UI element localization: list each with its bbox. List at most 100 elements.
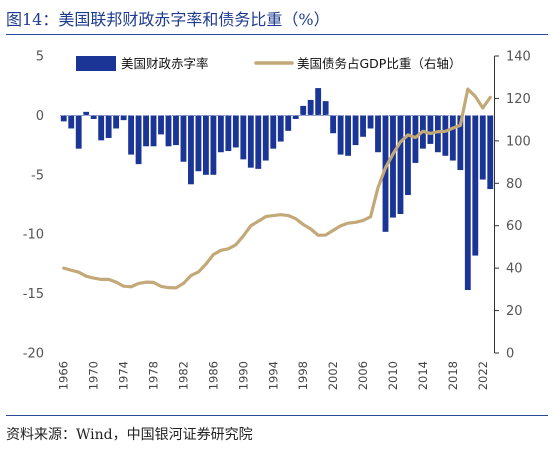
right-tick-label: 120	[506, 92, 531, 107]
chart-area: 5 0 -5 -10 -15 -20 140 120 100 80 60 40 20 0 1966 197…	[23, 50, 531, 391]
left-axis-ticks: 5 0 -5 -10 -15 -20	[23, 50, 44, 362]
bar-2007	[367, 115, 374, 129]
bar-1980	[165, 115, 172, 147]
bar-1991	[247, 115, 254, 168]
x-tick-label: 1966	[57, 361, 71, 390]
legend-bar-swatch	[76, 56, 116, 71]
bar-1966	[60, 115, 67, 122]
bar-2012	[405, 115, 411, 195]
x-tick-label: 2014	[416, 361, 430, 390]
left-tick-label: -20	[23, 347, 44, 362]
left-tick-label: 0	[36, 109, 44, 124]
left-tick-label: -5	[31, 168, 44, 183]
bar-1972	[105, 115, 112, 138]
bar-1986	[210, 115, 217, 175]
bar-1985	[203, 115, 209, 175]
right-tick-label: 0	[506, 347, 514, 362]
bar-2010	[390, 115, 396, 218]
bar-2017	[442, 115, 449, 156]
bar-2002	[330, 115, 337, 134]
bar-2000	[315, 88, 322, 116]
bar-2011	[397, 115, 404, 214]
deficit-bars	[60, 88, 494, 291]
x-tick-label: 1994	[266, 361, 280, 390]
bar-1982	[180, 115, 187, 162]
left-tick-label: 5	[36, 50, 44, 65]
bar-1989	[232, 115, 239, 148]
bar-1977	[143, 115, 149, 147]
x-tick-label: 2002	[326, 361, 340, 390]
legend: 美国财政赤字率 美国债务占GDP比重（右轴）	[76, 56, 461, 71]
source-divider	[6, 415, 548, 416]
bar-1994	[270, 115, 277, 149]
title-divider	[6, 34, 548, 35]
x-tick-label: 1982	[177, 361, 191, 390]
bar-2019	[457, 115, 464, 171]
bar-2022	[479, 115, 486, 180]
legend-line-label: 美国债务占GDP比重（右轴）	[297, 56, 461, 71]
bar-1970	[90, 115, 97, 119]
right-tick-label: 20	[506, 304, 523, 319]
x-tick-label: 1974	[117, 361, 131, 390]
bar-1984	[195, 115, 202, 172]
bar-1979	[158, 115, 164, 135]
bar-2021	[472, 115, 479, 256]
left-tick-label: -10	[23, 228, 44, 243]
bar-2015	[427, 115, 434, 144]
x-axis-ticks: 1966 1970 1974 1978 1982 1986 1990 1994 1998 2002…	[57, 361, 490, 390]
right-tick-label: 80	[506, 177, 523, 192]
bar-1981	[173, 115, 179, 146]
bar-1996	[285, 115, 292, 131]
bar-1968	[75, 115, 82, 149]
bar-1971	[98, 115, 105, 141]
bar-2006	[360, 115, 366, 137]
bar-1990	[240, 115, 247, 160]
bar-1992	[255, 115, 262, 169]
bar-1987	[217, 115, 224, 153]
x-tick-label: 1998	[296, 361, 310, 390]
right-tick-label: 40	[506, 262, 523, 277]
x-tick-label: 1986	[206, 361, 220, 390]
bar-1993	[262, 115, 269, 161]
bar-2023	[487, 115, 494, 190]
x-tick-label: 2022	[476, 361, 490, 390]
bar-1969	[83, 111, 90, 116]
bar-2018	[449, 115, 456, 161]
bar-1983	[188, 115, 194, 185]
bar-2005	[352, 115, 359, 146]
x-tick-label: 2010	[386, 361, 400, 390]
legend-bar-label: 美国财政赤字率	[121, 56, 209, 71]
right-tick-label: 60	[506, 219, 523, 234]
bar-1967	[68, 115, 75, 129]
left-tick-label: -15	[23, 287, 44, 302]
chart-title: 图14：美国联邦财政赤字率和债务比重（%）	[6, 10, 330, 29]
right-axis-ticks: 140 120 100 80 60 40 20 0	[494, 50, 531, 362]
bar-1995	[277, 115, 284, 142]
bar-1975	[128, 115, 135, 155]
source-note: 资料来源：Wind，中国银河证券研究院	[6, 427, 253, 443]
x-tick-label: 2018	[446, 361, 460, 390]
bar-2016	[434, 115, 441, 153]
bar-2003	[337, 115, 344, 155]
right-tick-label: 140	[506, 50, 531, 65]
x-tick-label: 1978	[147, 361, 161, 390]
bar-1973	[113, 115, 120, 129]
bar-2001	[322, 101, 329, 116]
bar-1978	[150, 115, 157, 147]
x-tick-label: 1990	[236, 361, 250, 390]
bar-2013	[412, 115, 419, 163]
debt-ratio-line	[62, 87, 492, 290]
bar-1999	[307, 99, 314, 116]
bar-1997	[292, 115, 299, 119]
bar-1998	[300, 105, 307, 116]
bar-1976	[135, 115, 142, 165]
bar-2009	[382, 115, 389, 232]
bar-2008	[375, 115, 381, 153]
bar-2004	[345, 115, 352, 156]
x-tick-label: 1970	[87, 361, 101, 390]
x-tick-label: 2006	[356, 361, 370, 390]
bar-2020	[464, 115, 471, 291]
bar-1974	[120, 115, 127, 121]
right-tick-label: 100	[506, 134, 531, 149]
bar-1988	[225, 115, 232, 152]
